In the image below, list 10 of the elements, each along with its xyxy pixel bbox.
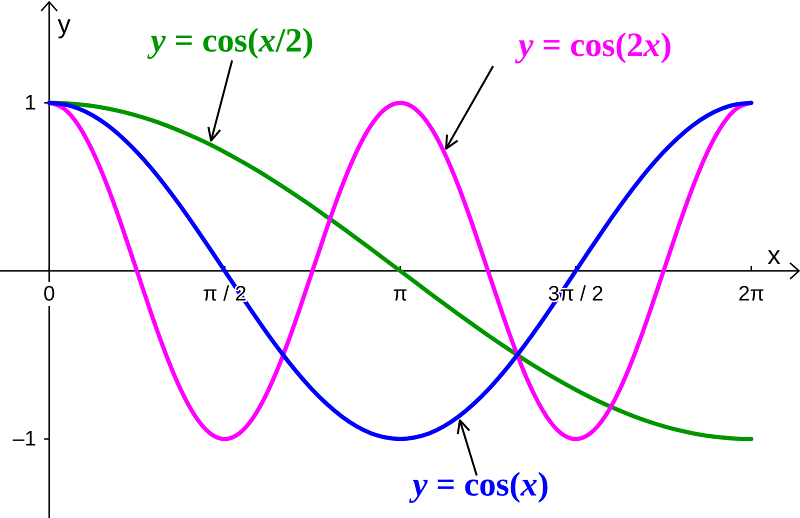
series-label: y = cos(x) [408, 466, 549, 504]
x-tick-label: π [393, 282, 408, 306]
x-tick-label: 2π [738, 282, 764, 306]
series-label: y = cos(x/2) [146, 22, 314, 60]
y-tick-label: 1 [24, 91, 36, 114]
x-tick-label: 0 [43, 282, 56, 306]
x-axis-title: x [768, 240, 780, 270]
text: y = cos(2x) [514, 27, 672, 64]
y-tick-label: –1 [12, 428, 36, 451]
y-axis-title: y [58, 9, 71, 39]
